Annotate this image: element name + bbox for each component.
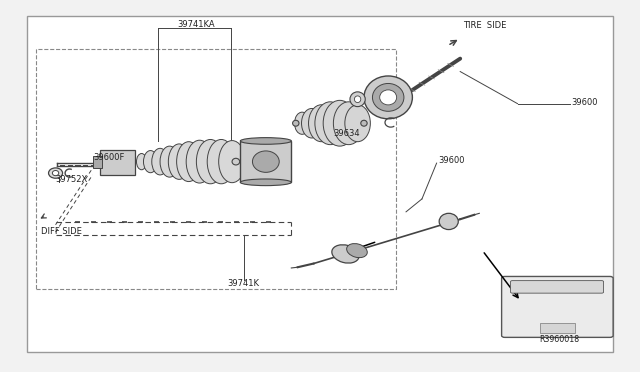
- Ellipse shape: [168, 144, 190, 179]
- Ellipse shape: [332, 245, 359, 263]
- Ellipse shape: [177, 142, 201, 182]
- Text: 39634: 39634: [333, 129, 360, 138]
- Text: 39741KA: 39741KA: [177, 20, 214, 29]
- Ellipse shape: [345, 105, 371, 142]
- Text: DIFF SIDE: DIFF SIDE: [41, 227, 82, 235]
- Ellipse shape: [136, 154, 147, 170]
- Ellipse shape: [292, 120, 299, 126]
- Bar: [36, 49, 396, 289]
- Bar: [540, 323, 575, 333]
- Ellipse shape: [232, 158, 240, 165]
- Ellipse shape: [186, 140, 213, 183]
- Ellipse shape: [361, 120, 367, 126]
- Ellipse shape: [207, 140, 236, 184]
- Ellipse shape: [364, 76, 412, 119]
- Ellipse shape: [196, 140, 225, 184]
- Text: 39600F: 39600F: [94, 153, 125, 162]
- Ellipse shape: [372, 83, 404, 111]
- FancyBboxPatch shape: [502, 276, 613, 337]
- Text: TIRE  SIDE: TIRE SIDE: [463, 21, 506, 30]
- Text: 39600: 39600: [572, 99, 598, 108]
- Ellipse shape: [380, 90, 397, 105]
- Ellipse shape: [347, 244, 367, 258]
- FancyBboxPatch shape: [241, 141, 291, 182]
- Ellipse shape: [49, 168, 63, 178]
- Ellipse shape: [241, 138, 291, 144]
- Ellipse shape: [315, 102, 346, 145]
- Ellipse shape: [333, 102, 364, 145]
- Ellipse shape: [294, 112, 310, 134]
- Ellipse shape: [241, 179, 291, 186]
- Ellipse shape: [355, 96, 361, 103]
- FancyBboxPatch shape: [100, 150, 135, 175]
- Ellipse shape: [160, 146, 179, 177]
- Ellipse shape: [308, 105, 334, 142]
- Ellipse shape: [143, 151, 157, 173]
- Ellipse shape: [323, 100, 356, 146]
- Ellipse shape: [252, 151, 279, 172]
- Text: 39752X: 39752X: [56, 175, 88, 184]
- Ellipse shape: [439, 213, 458, 230]
- Text: R3960018: R3960018: [539, 336, 579, 344]
- FancyBboxPatch shape: [511, 280, 604, 293]
- Ellipse shape: [219, 141, 246, 183]
- Ellipse shape: [152, 148, 168, 175]
- Ellipse shape: [301, 109, 322, 138]
- Text: 39600: 39600: [438, 156, 465, 166]
- FancyBboxPatch shape: [93, 157, 102, 168]
- Text: 39741K: 39741K: [228, 279, 260, 288]
- Ellipse shape: [52, 170, 59, 176]
- Ellipse shape: [350, 92, 365, 107]
